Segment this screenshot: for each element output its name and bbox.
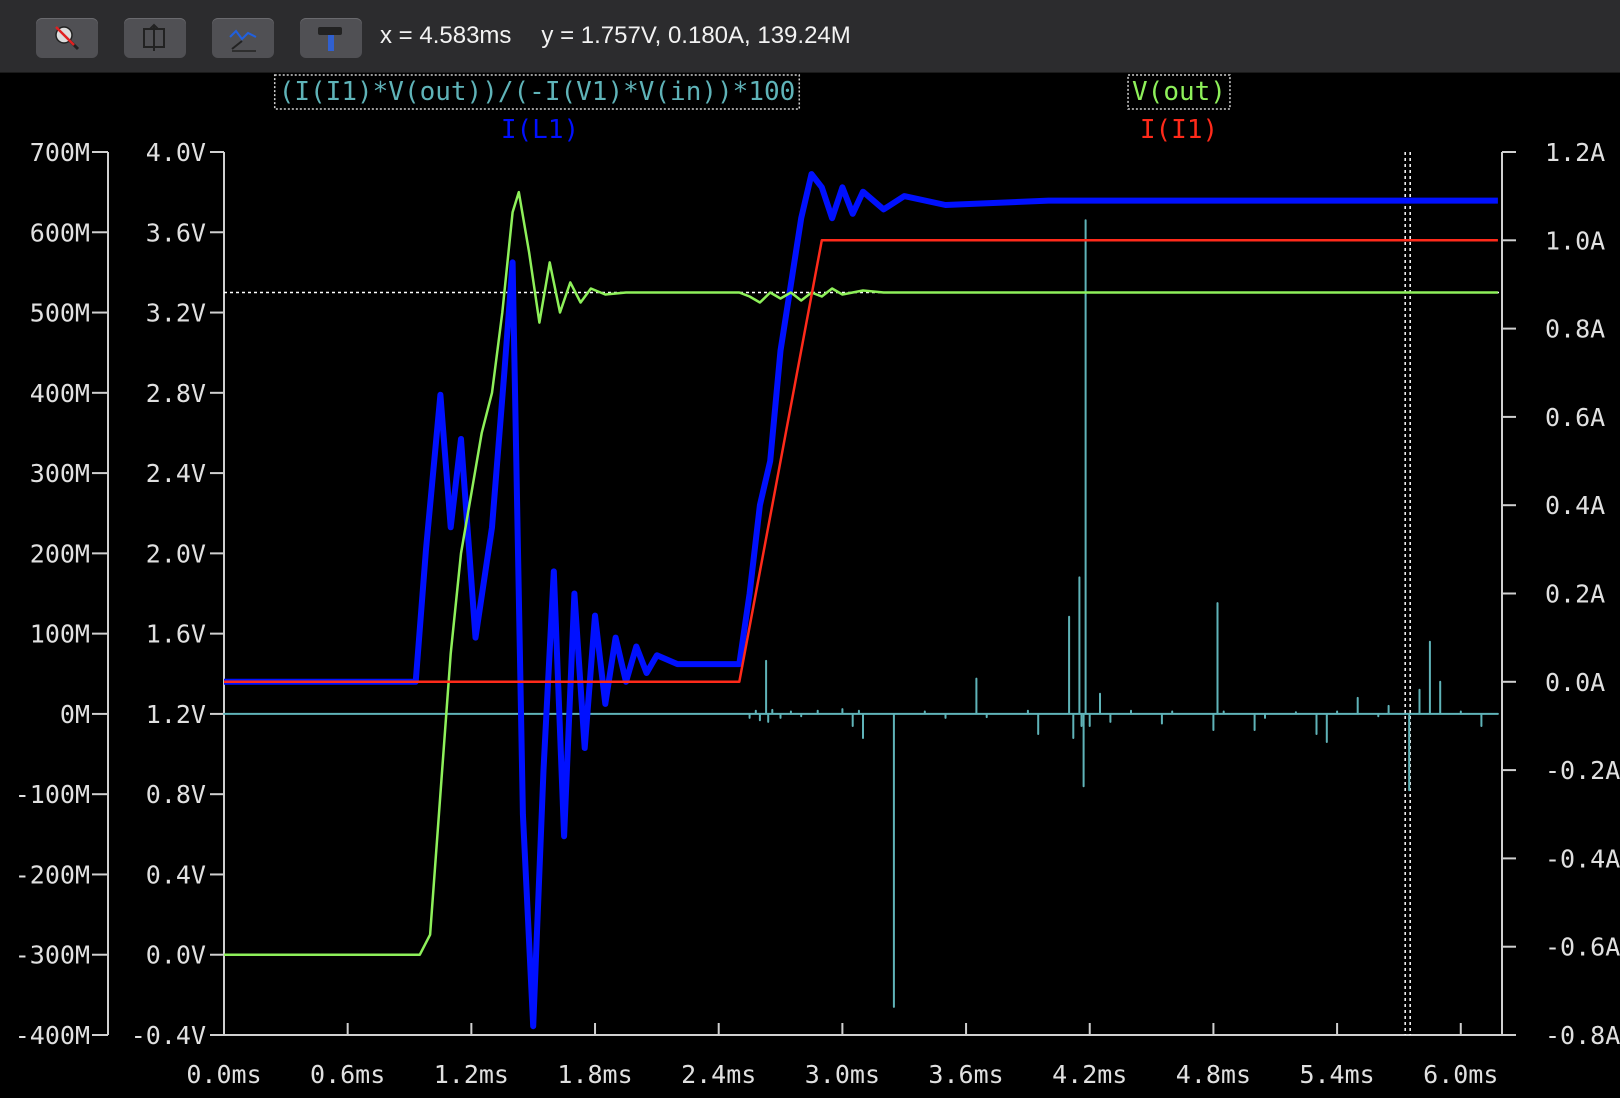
- right-tick-label: 0.6A: [1545, 403, 1605, 432]
- x-tick-label: 0.6ms: [310, 1060, 385, 1089]
- i-i1-trace: [224, 239, 1498, 684]
- x-tick-label: 1.8ms: [557, 1060, 632, 1089]
- legend-label-box: [273, 74, 801, 110]
- left-inner-tick-label: 2.4V: [146, 459, 206, 488]
- autorange-button[interactable]: [124, 18, 186, 58]
- autorange-icon: [143, 23, 165, 51]
- waveform-plot[interactable]: 0.0ms 0.6ms 1.2ms 1.8ms 2.4ms 3.0ms 3.6ms 4.2ms…: [0, 72, 1620, 1098]
- x-tick-label: 4.2ms: [1052, 1060, 1127, 1089]
- right-tick-label: 0.2A: [1545, 580, 1605, 609]
- left-outer-tick-label: 600M: [30, 218, 90, 247]
- i-l1-trace: [224, 171, 1498, 1030]
- left-outer-tick-label: -100M: [15, 780, 90, 809]
- hammer-button[interactable]: [300, 18, 362, 58]
- left-outer-tick-label: 500M: [30, 299, 90, 328]
- cursor-y-readout: y = 1.757V, 0.180A, 139.24M: [541, 22, 851, 49]
- mark-data-points-button[interactable]: [212, 18, 274, 58]
- x-tick-label: 2.4ms: [681, 1060, 756, 1089]
- left-inner-tick-label: 0.0V: [146, 941, 206, 970]
- mark-data-points-icon: [229, 29, 257, 52]
- cursor-x-readout: x = 4.583ms: [380, 22, 512, 49]
- legend-v-out: V(out): [1132, 77, 1226, 107]
- right-tick-label: 1.0A: [1545, 226, 1605, 255]
- efficiency-trace: [223, 219, 1499, 1008]
- left-outer-tick-label: -300M: [15, 941, 90, 970]
- left-inner-tick-label: 1.6V: [146, 620, 206, 649]
- x-tick-label: 3.6ms: [928, 1060, 1003, 1089]
- left-inner-tick-label: 1.2V: [146, 700, 206, 729]
- zoom-cancel-button[interactable]: [36, 18, 98, 58]
- toolbar: x = 4.583ms y = 1.757V, 0.180A, 139.24M: [0, 0, 1620, 73]
- x-tick-label: 0.0ms: [186, 1060, 261, 1089]
- left-outer-tick-label: 200M: [30, 539, 90, 568]
- right-tick-label: -0.8A: [1545, 1021, 1620, 1050]
- x-tick-label: 1.2ms: [434, 1060, 509, 1089]
- left-inner-tick-label: 2.0V: [146, 539, 206, 568]
- left-inner-tick-label: 3.6V: [146, 218, 206, 247]
- left-outer-tick-label: -200M: [15, 860, 90, 889]
- left-inner-tick-label: 2.8V: [146, 379, 206, 408]
- left-outer-tick-label: 100M: [30, 620, 90, 649]
- left-inner-tick-label: -0.4V: [131, 1021, 206, 1050]
- right-tick-label: 0.8A: [1545, 315, 1605, 344]
- left-outer-tick-label: 700M: [30, 138, 90, 167]
- x-tick-label: 4.8ms: [1176, 1060, 1251, 1089]
- left-outer-tick-label: -400M: [15, 1021, 90, 1050]
- left-outer-tick-label: 400M: [30, 379, 90, 408]
- right-tick-label: -0.4A: [1545, 844, 1620, 873]
- cursor-readout: x = 4.583ms y = 1.757V, 0.180A, 139.24M: [380, 22, 881, 50]
- right-tick-label: -0.6A: [1545, 933, 1620, 962]
- left-inner-tick-label: 4.0V: [146, 138, 206, 167]
- legend-i-l1: I(L1): [501, 115, 579, 145]
- right-tick-label: -0.2A: [1545, 756, 1620, 785]
- right-tick-label: 1.2A: [1545, 138, 1605, 167]
- left-inner-tick-label: 3.2V: [146, 299, 206, 328]
- left-inner-tick-label: 0.8V: [146, 780, 206, 809]
- right-tick-label: 0.0A: [1545, 668, 1605, 697]
- x-tick-label: 3.0ms: [805, 1060, 880, 1089]
- x-tick-label: 5.4ms: [1299, 1060, 1374, 1089]
- v-out-trace: [224, 190, 1498, 956]
- left-inner-tick-label: 0.4V: [146, 860, 206, 889]
- left-outer-tick-label: 300M: [30, 459, 90, 488]
- left-outer-tick-label: 0M: [60, 700, 90, 729]
- legend-efficiency: (I(I1)*V(out))/(-I(V1)*V(in))*100: [279, 77, 796, 107]
- zoom-cancel-icon: [55, 26, 80, 51]
- legend-i-i1: I(I1): [1140, 115, 1218, 145]
- right-tick-label: 0.4A: [1545, 491, 1605, 520]
- hammer-icon: [318, 27, 342, 51]
- x-tick-label: 6.0ms: [1423, 1060, 1498, 1089]
